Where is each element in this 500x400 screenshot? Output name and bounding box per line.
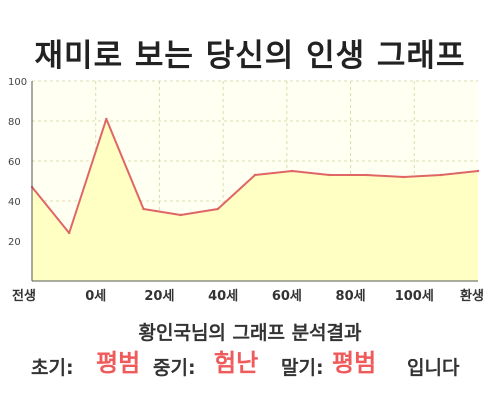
x-tick-label: 0세 — [85, 289, 106, 304]
data-point — [105, 117, 108, 121]
data-point — [439, 173, 443, 177]
x-tick-label: 환생 — [460, 288, 484, 304]
data-point — [328, 173, 331, 177]
x-tick-label: 80세 — [336, 289, 366, 304]
x-tick-label: 100세 — [395, 289, 434, 304]
data-point — [67, 231, 71, 235]
early-verdict: 평범 — [96, 349, 141, 377]
ending-text: 입니다 — [407, 357, 460, 379]
y-tick-label: 60 — [8, 157, 21, 168]
x-tick-label: 전생 — [12, 288, 36, 304]
late-verdict: 평범 — [332, 349, 377, 377]
data-point — [402, 175, 405, 179]
analysis-heading: 황인국님의 그래프 분석결과 — [138, 322, 362, 344]
x-tick-label: 20세 — [144, 289, 174, 304]
chart-title: 재미로 보는 당신의 인생 그래프 — [34, 38, 466, 74]
late-label: 말기: — [281, 357, 324, 379]
y-tick-label: 20 — [8, 237, 21, 248]
middle-verdict: 험난 — [214, 349, 259, 377]
x-tick-label: 40세 — [208, 289, 238, 304]
y-tick-label: 40 — [8, 197, 21, 208]
data-point — [179, 213, 182, 217]
data-point — [476, 169, 480, 173]
data-point — [253, 173, 257, 177]
y-tick-label: 100 — [8, 77, 27, 88]
data-point — [290, 169, 294, 173]
data-point — [142, 207, 145, 211]
middle-label: 중기: — [153, 357, 196, 379]
early-label: 초기: — [31, 357, 74, 379]
series-area — [32, 119, 478, 281]
y-tick-label: 80 — [8, 117, 21, 128]
data-point — [216, 207, 220, 211]
x-tick-label: 60세 — [272, 289, 302, 304]
data-point — [365, 173, 368, 177]
